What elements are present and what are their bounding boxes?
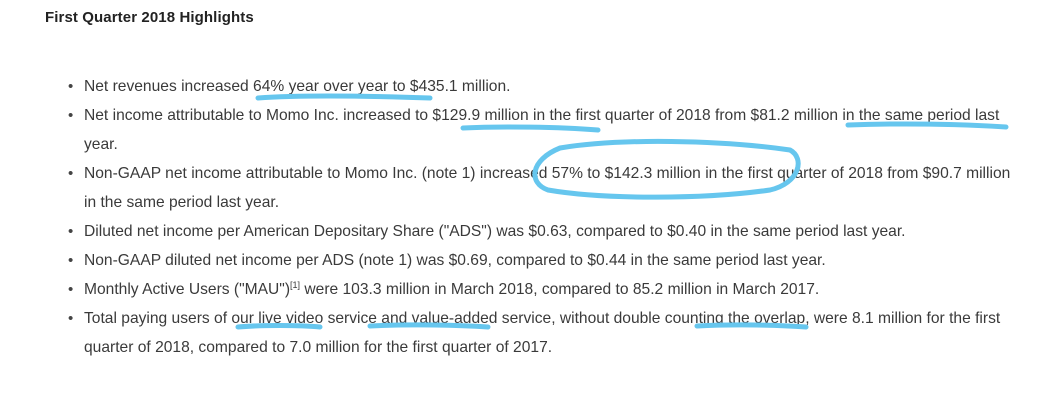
item-text: Diluted net income per American Deposita… (84, 223, 906, 240)
footnote-link[interactable]: [1] (290, 279, 301, 290)
list-item-net-income: • Net income attributable to Momo Inc. i… (68, 101, 1018, 159)
section-heading: First Quarter 2018 Highlights (45, 9, 254, 26)
list-item-paying-users: • Total paying users of our live video s… (68, 304, 1018, 362)
list-item-non-gaap-diluted-eps: • Non-GAAP diluted net income per ADS (n… (68, 246, 1018, 275)
item-text: Total paying users of our live video ser… (84, 310, 1001, 356)
bullet-icon: • (68, 223, 74, 240)
list-item-net-revenues: • Net revenues increased 64% year over y… (68, 72, 1018, 101)
bullet-icon: • (68, 78, 74, 95)
bullet-icon: • (68, 281, 74, 298)
item-text: Non-GAAP net income attributable to Momo… (84, 165, 1011, 211)
bullet-icon: • (68, 310, 74, 327)
bullet-icon: • (68, 165, 74, 182)
bullet-icon: • (68, 252, 74, 269)
bullet-icon: • (68, 107, 74, 124)
item-text: Non-GAAP diluted net income per ADS (not… (84, 252, 826, 269)
list-item-non-gaap-net-income: • Non-GAAP net income attributable to Mo… (68, 159, 1018, 217)
list-item-diluted-eps: • Diluted net income per American Deposi… (68, 217, 1018, 246)
item-text: Monthly Active Users ("MAU") (84, 281, 291, 298)
item-text: Net revenues increased 64% year over yea… (84, 78, 511, 95)
item-text-continued: were 103.3 million in March 2018, compar… (300, 281, 820, 298)
list-item-mau: • Monthly Active Users ("MAU")[1] were 1… (68, 275, 1018, 304)
highlights-list: • Net revenues increased 64% year over y… (68, 72, 1018, 362)
item-text: Net income attributable to Momo Inc. inc… (84, 107, 1000, 153)
